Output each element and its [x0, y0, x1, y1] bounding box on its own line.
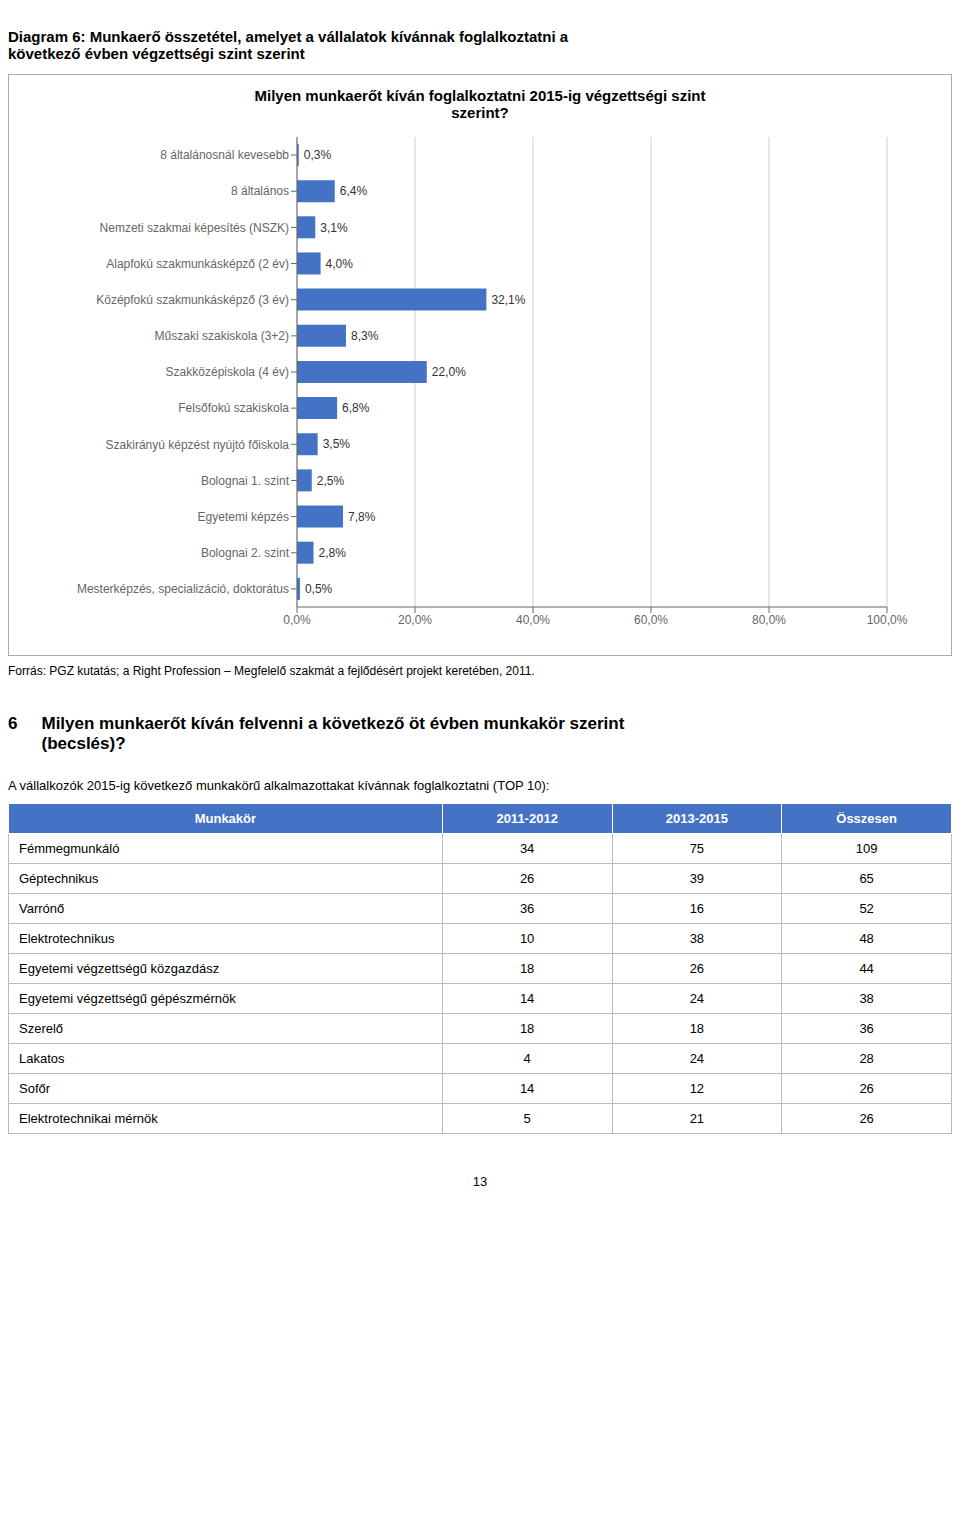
svg-text:0,5%: 0,5% — [305, 582, 333, 596]
html-text:36: 36 — [519, 901, 535, 916]
svg-text:0,0%: 0,0% — [283, 613, 311, 627]
html-text:2013-2015: 2013-2015 — [665, 811, 728, 826]
svg-text:3,1%: 3,1% — [320, 221, 348, 235]
svg-text:2,5%: 2,5% — [317, 474, 345, 488]
svg-text:3,5%: 3,5% — [323, 437, 351, 451]
svg-text:Nemzeti szakmai képesítés (NSZ: Nemzeti szakmai képesítés (NSZK) — [100, 221, 289, 235]
svg-text:32,1%: 32,1% — [491, 293, 525, 307]
html-text:26: 26 — [859, 1081, 874, 1096]
html-text:39: 39 — [689, 871, 705, 886]
svg-text:100,0%: 100,0% — [867, 613, 908, 627]
svg-text:22,0%: 22,0% — [432, 365, 466, 379]
html-text:65: 65 — [859, 871, 874, 886]
html-text:2011-2012: 2011-2012 — [496, 811, 558, 826]
html-text:26: 26 — [859, 1111, 874, 1126]
html-text:6: 6 — [8, 714, 18, 733]
html-text:Elektrotechnikus: Elektrotechnikus — [19, 931, 115, 946]
html-text:Egyetemi végzettségű gépészmér: Egyetemi végzettségű gépészmérnök — [19, 991, 236, 1006]
html-text:szerint?: szerint? — [451, 104, 509, 121]
html-text:26: 26 — [689, 961, 705, 976]
html-text:Lakatos: Lakatos — [19, 1051, 65, 1066]
svg-text:80,0%: 80,0% — [752, 613, 786, 627]
svg-text:60,0%: 60,0% — [634, 613, 668, 627]
svg-text:20,0%: 20,0% — [398, 613, 432, 627]
html-text:Géptechnikus: Géptechnikus — [19, 871, 99, 886]
html-text:Összesen: Összesen — [836, 811, 897, 826]
html-text:28: 28 — [859, 1051, 874, 1066]
html-text:52: 52 — [859, 901, 874, 916]
svg-text:Középfokú szakmunkásképző (3 é: Középfokú szakmunkásképző (3 év) — [96, 293, 289, 307]
html-text:Diagram 6: Munkaerő összetétel: Diagram 6: Munkaerő összetétel, amelyet … — [8, 28, 569, 62]
svg-text:0,3%: 0,3% — [304, 148, 332, 162]
svg-text:6,4%: 6,4% — [340, 184, 368, 198]
svg-text:8 általános: 8 általános — [231, 184, 289, 198]
html-text:A vállalkozók 2015-ig következ: A vállalkozók 2015-ig következő munkakör… — [8, 778, 550, 793]
html-text:44: 44 — [859, 961, 874, 976]
html-text:12: 12 — [689, 1081, 705, 1096]
html-text:Szerelő: Szerelő — [19, 1021, 64, 1036]
svg-text:Szakközépiskola (4 év): Szakközépiskola (4 év) — [166, 365, 289, 379]
html-text:18: 18 — [689, 1021, 705, 1036]
svg-text:Bolognai 2. szint: Bolognai 2. szint — [201, 546, 290, 560]
svg-text:7,8%: 7,8% — [348, 510, 376, 524]
html-text:Sofőr: Sofőr — [19, 1081, 51, 1096]
html-text:109: 109 — [855, 841, 878, 856]
html-text:Elektrotechnikai mérnök: Elektrotechnikai mérnök — [19, 1111, 158, 1126]
svg-text:Szakirányú képzést nyújtó főis: Szakirányú képzést nyújtó főiskola — [106, 438, 290, 452]
html-text:24: 24 — [689, 991, 705, 1006]
html-text:14: 14 — [519, 991, 535, 1006]
html-text:26: 26 — [519, 871, 535, 886]
html-text:18: 18 — [519, 1021, 535, 1036]
html-text:4: 4 — [523, 1051, 531, 1066]
html-text:Milyen munkaerőt kíván foglalk: Milyen munkaerőt kíván foglalkoztatni 20… — [254, 87, 706, 104]
html-text:21: 21 — [689, 1111, 705, 1126]
html-text:13: 13 — [472, 1174, 488, 1189]
svg-text:8,3%: 8,3% — [351, 329, 379, 343]
html-text:5: 5 — [523, 1111, 531, 1126]
svg-text:40,0%: 40,0% — [516, 613, 550, 627]
html-text:18: 18 — [519, 961, 535, 976]
html-text:36: 36 — [859, 1021, 874, 1036]
svg-text:Műszaki szakiskola (3+2): Műszaki szakiskola (3+2) — [155, 329, 289, 343]
svg-text:Mesterképzés, specializáció, d: Mesterképzés, specializáció, doktorátus — [77, 582, 289, 596]
html-text:24: 24 — [689, 1051, 705, 1066]
svg-text:8 általánosnál kevesebb: 8 általánosnál kevesebb — [160, 148, 289, 162]
svg-text:Felsőfokú szakiskola: Felsőfokú szakiskola — [178, 401, 289, 415]
svg-text:6,8%: 6,8% — [342, 401, 370, 415]
html-text:Forrás: PGZ kutatás; a Right P: Forrás: PGZ kutatás; a Right Profession … — [8, 664, 535, 678]
html-text:75: 75 — [689, 841, 705, 856]
html-text:Fémmegmunkáló: Fémmegmunkáló — [19, 841, 120, 856]
html-text:Munkakör: Munkakör — [194, 811, 257, 826]
html-text:38: 38 — [859, 991, 874, 1006]
svg-text:Alapfokú szakmunkásképző (2 év: Alapfokú szakmunkásképző (2 év) — [106, 257, 289, 271]
html-text:34: 34 — [519, 841, 535, 856]
html-text:Egyetemi végzettségű közgazdás: Egyetemi végzettségű közgazdász — [19, 961, 220, 976]
html-text:48: 48 — [859, 931, 874, 946]
svg-text:Egyetemi képzés: Egyetemi képzés — [198, 510, 289, 524]
html-text:16: 16 — [689, 901, 705, 916]
html-text:10: 10 — [519, 931, 535, 946]
svg-text:4,0%: 4,0% — [326, 257, 354, 271]
html-text:38: 38 — [689, 931, 705, 946]
html-text:Varrónő: Varrónő — [19, 901, 65, 916]
svg-text:2,8%: 2,8% — [319, 546, 347, 560]
html-text:Milyen munkaerőt kíván felvenn: Milyen munkaerőt kíván felvenni a követk… — [41, 714, 625, 753]
html-text:14: 14 — [519, 1081, 535, 1096]
svg-text:Bolognai 1. szint: Bolognai 1. szint — [201, 474, 290, 488]
